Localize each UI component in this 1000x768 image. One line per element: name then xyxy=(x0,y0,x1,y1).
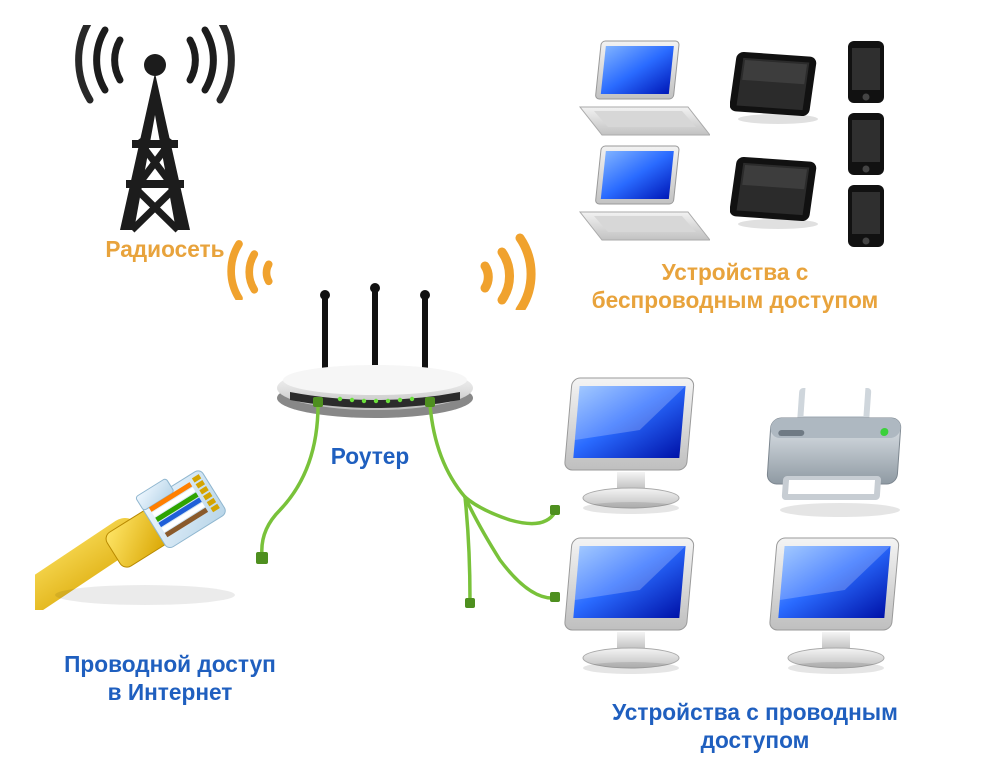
radio-tower-icon xyxy=(60,25,250,235)
smartphone-icon xyxy=(845,110,887,180)
router-icon xyxy=(270,280,480,430)
desktop-monitor-icon xyxy=(760,530,920,680)
laptop-icon xyxy=(570,35,710,145)
desktop-monitor-icon xyxy=(555,530,715,680)
tablet-icon xyxy=(730,45,825,125)
label-wired-internet: Проводной доступв Интернет xyxy=(55,650,285,707)
ethernet-plug-icon xyxy=(35,455,265,610)
smartphone-icon xyxy=(845,38,887,108)
printer-icon xyxy=(760,380,920,520)
laptop-icon xyxy=(570,140,710,250)
label-wired-devices: Устройства с проводнымдоступом xyxy=(590,698,920,755)
label-router: Роутер xyxy=(310,442,430,470)
smartphone-icon xyxy=(845,182,887,252)
label-wireless-devices: Устройства сбеспроводным доступом xyxy=(590,258,880,315)
desktop-monitor-icon xyxy=(555,370,715,520)
wifi-signal-right-icon xyxy=(465,210,565,310)
tablet-icon xyxy=(730,150,825,230)
